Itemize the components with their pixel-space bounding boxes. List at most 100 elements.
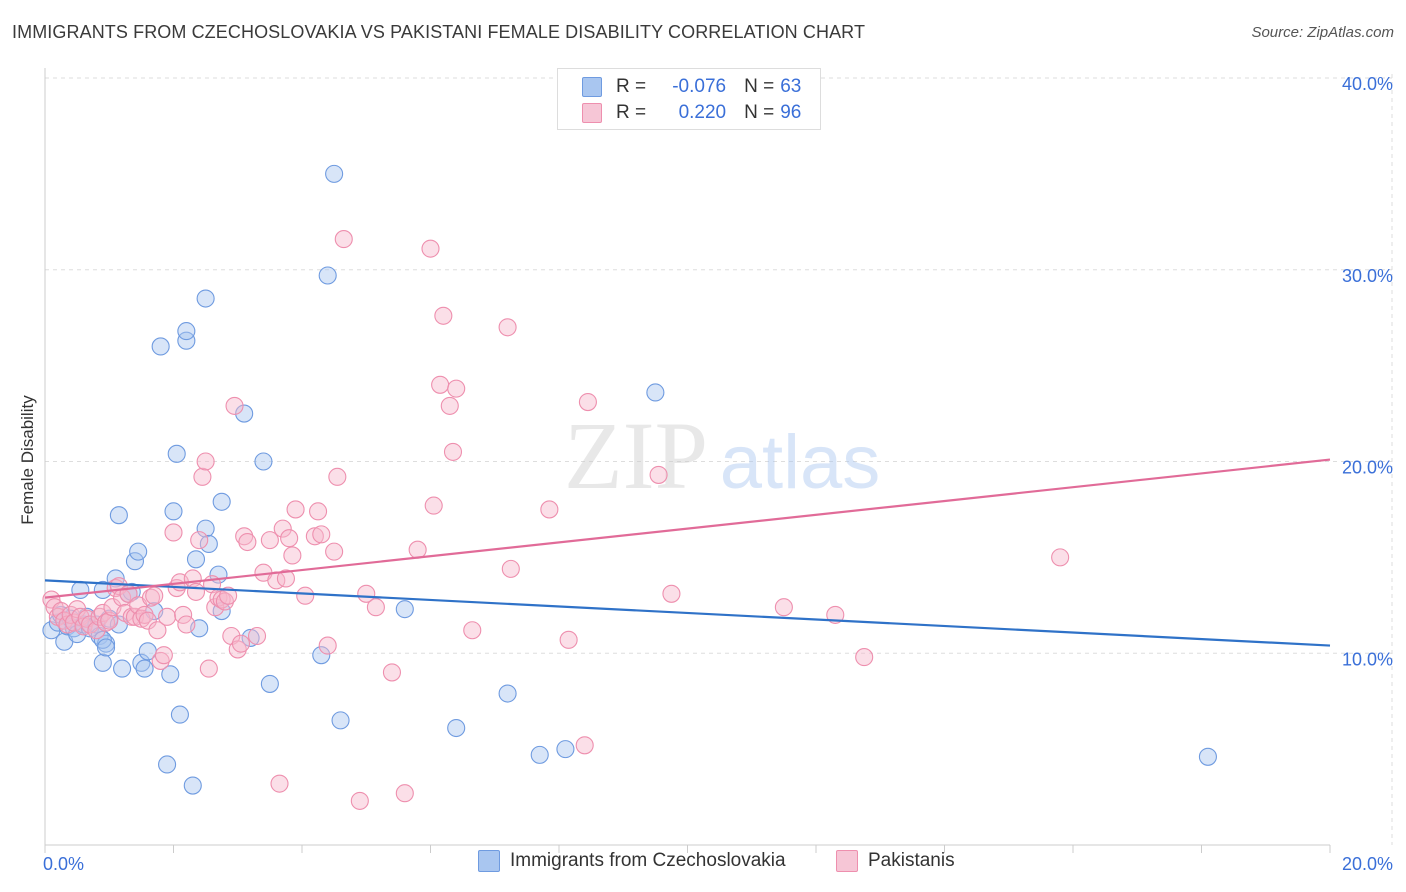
watermark: ZIP atlas: [564, 402, 880, 509]
point-pakistanis: [440, 396, 459, 415]
point-czechoslovakia: [177, 322, 196, 341]
watermark-zip: ZIP: [564, 402, 708, 509]
point-pakistanis: [138, 611, 157, 630]
point-pakistanis: [87, 621, 106, 640]
point-pakistanis: [855, 648, 874, 667]
point-czechoslovakia: [318, 266, 337, 285]
point-pakistanis: [578, 393, 597, 412]
point-czechoslovakia: [135, 659, 154, 678]
series-legend: Immigrants from Czechoslovakia Pakistani…: [0, 850, 1406, 878]
point-pakistanis: [158, 607, 177, 626]
point-pakistanis: [177, 615, 196, 634]
point-pakistanis: [575, 736, 594, 755]
point-pakistanis: [164, 523, 183, 542]
point-pakistanis: [270, 774, 289, 793]
r-value: 0.220: [678, 102, 727, 123]
point-pakistanis: [559, 630, 578, 649]
point-pakistanis: [151, 651, 170, 670]
points-layer: [42, 164, 1217, 810]
point-pakistanis: [443, 442, 463, 461]
point-czechoslovakia: [331, 711, 350, 730]
y-tick-label: 40.0%: [1342, 74, 1393, 94]
point-pakistanis: [286, 500, 305, 519]
r-label: R =: [616, 102, 647, 123]
n-label: N =: [744, 102, 775, 123]
point-pakistanis: [421, 239, 440, 258]
point-pakistanis: [193, 467, 212, 486]
point-pakistanis: [190, 531, 209, 550]
point-pakistanis: [501, 559, 520, 578]
point-czechoslovakia: [556, 740, 575, 759]
point-czechoslovakia: [164, 502, 183, 521]
legend-item-pakistanis[interactable]: Pakistanis: [836, 850, 955, 872]
point-pakistanis: [447, 379, 466, 398]
point-pakistanis: [228, 640, 247, 659]
point-pakistanis: [283, 546, 302, 565]
point-czechoslovakia: [530, 745, 549, 764]
legend-swatch-pink: [582, 103, 602, 123]
point-czechoslovakia: [312, 646, 331, 665]
grid-layer: [45, 74, 1393, 845]
point-pakistanis: [238, 532, 257, 552]
point-pakistanis: [325, 542, 344, 561]
point-pakistanis: [135, 605, 154, 624]
trendline-czechoslovakia: [44, 579, 1331, 647]
point-pakistanis: [1051, 548, 1070, 567]
point-czechoslovakia: [212, 492, 231, 511]
x-tick-label: 20.0%: [1342, 854, 1393, 874]
point-pakistanis: [826, 605, 845, 624]
point-pakistanis: [186, 582, 206, 601]
point-czechoslovakia: [325, 164, 344, 183]
point-czechoslovakia: [260, 674, 279, 693]
point-pakistanis: [395, 784, 414, 803]
watermark-atlas: atlas: [720, 420, 881, 505]
point-czechoslovakia: [109, 506, 128, 525]
point-czechoslovakia: [196, 289, 215, 308]
point-pakistanis: [154, 646, 173, 665]
legend-item-czechoslovakia[interactable]: Immigrants from Czechoslovakia: [478, 850, 786, 872]
point-pakistanis: [141, 588, 161, 607]
point-pakistanis: [225, 396, 244, 415]
y-tick-label: 30.0%: [1342, 266, 1393, 286]
point-pakistanis: [199, 659, 218, 678]
point-czechoslovakia: [199, 534, 218, 554]
point-czechoslovakia: [186, 550, 206, 569]
point-pakistanis: [540, 500, 559, 519]
n-value: 63: [780, 76, 802, 97]
legend-swatch-blue: [478, 850, 500, 872]
axis-layer: [44, 68, 1331, 853]
point-pakistanis: [148, 621, 167, 640]
point-pakistanis: [206, 598, 225, 617]
point-czechoslovakia: [132, 653, 151, 672]
stats-legend: R = -0.076 N = 63 R = 0.220 N = 96: [557, 68, 821, 130]
point-pakistanis: [219, 586, 238, 605]
point-pakistanis: [463, 621, 482, 640]
point-pakistanis: [431, 375, 450, 394]
point-pakistanis: [318, 636, 337, 655]
y-tick-label: 20.0%: [1342, 458, 1393, 478]
point-pakistanis: [196, 452, 215, 471]
point-czechoslovakia: [161, 665, 180, 684]
point-pakistanis: [215, 592, 234, 611]
point-czechoslovakia: [498, 684, 517, 703]
trendline-pakistanis: [44, 458, 1331, 599]
point-czechoslovakia: [196, 519, 215, 538]
point-czechoslovakia: [395, 600, 414, 619]
point-pakistanis: [350, 791, 369, 810]
point-pakistanis: [231, 634, 251, 653]
point-czechoslovakia: [241, 628, 260, 647]
point-pakistanis: [334, 230, 353, 249]
point-pakistanis: [312, 525, 331, 544]
point-pakistanis: [276, 569, 295, 588]
point-pakistanis: [305, 527, 324, 546]
point-czechoslovakia: [151, 337, 170, 356]
point-pakistanis: [434, 306, 453, 325]
y-tick-label: 10.0%: [1342, 649, 1393, 669]
point-czechoslovakia: [254, 452, 273, 471]
point-czechoslovakia: [170, 705, 189, 724]
point-pakistanis: [774, 598, 793, 617]
point-pakistanis: [71, 607, 90, 626]
legend-label: Pakistanis: [868, 850, 955, 871]
point-pakistanis: [280, 529, 299, 548]
